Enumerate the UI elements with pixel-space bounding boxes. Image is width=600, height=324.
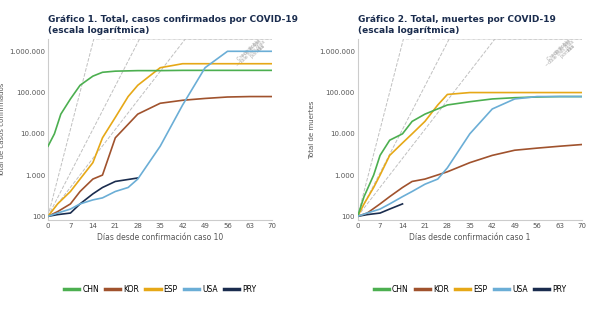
- Legend: CHN, KOR, ESP, USA, PRY: CHN, KOR, ESP, USA, PRY: [61, 282, 260, 297]
- Text: ~dble dos
días: ~dble dos días: [240, 39, 266, 64]
- X-axis label: Días desde confirmación caso 1: Días desde confirmación caso 1: [409, 233, 530, 242]
- Text: Crece doble
por día: Crece doble por día: [547, 39, 575, 67]
- X-axis label: Días desde confirmación caso 10: Días desde confirmación caso 10: [97, 233, 223, 242]
- Legend: CHN, KOR, ESP, USA, PRY: CHN, KOR, ESP, USA, PRY: [370, 282, 569, 297]
- Text: ~dble dos
días: ~dble dos días: [550, 39, 575, 64]
- Text: ACTIVIDAD Y RESULTADOS: ACTIVIDAD Y RESULTADOS: [495, 311, 567, 316]
- Y-axis label: Total de muertes: Total de muertes: [308, 100, 314, 159]
- Text: ~dble tres días: ~dble tres días: [235, 39, 266, 67]
- Text: Gráfico 1. Total, casos confirmados por COVID-19
(escala logarítmica): Gráfico 1. Total, casos confirmados por …: [48, 15, 298, 35]
- Text: Crece doble
por día: Crece doble por día: [236, 39, 266, 67]
- Text: ~dble tres días: ~dble tres días: [545, 39, 575, 67]
- Y-axis label: Total de casos confirmados: Total de casos confirmados: [0, 82, 5, 177]
- Text: Gráfico 2. Total, muertes por COVID-19
(escala logarítmica): Gráfico 2. Total, muertes por COVID-19 (…: [358, 15, 556, 35]
- Text: PLUS+: PLUS+: [508, 293, 554, 306]
